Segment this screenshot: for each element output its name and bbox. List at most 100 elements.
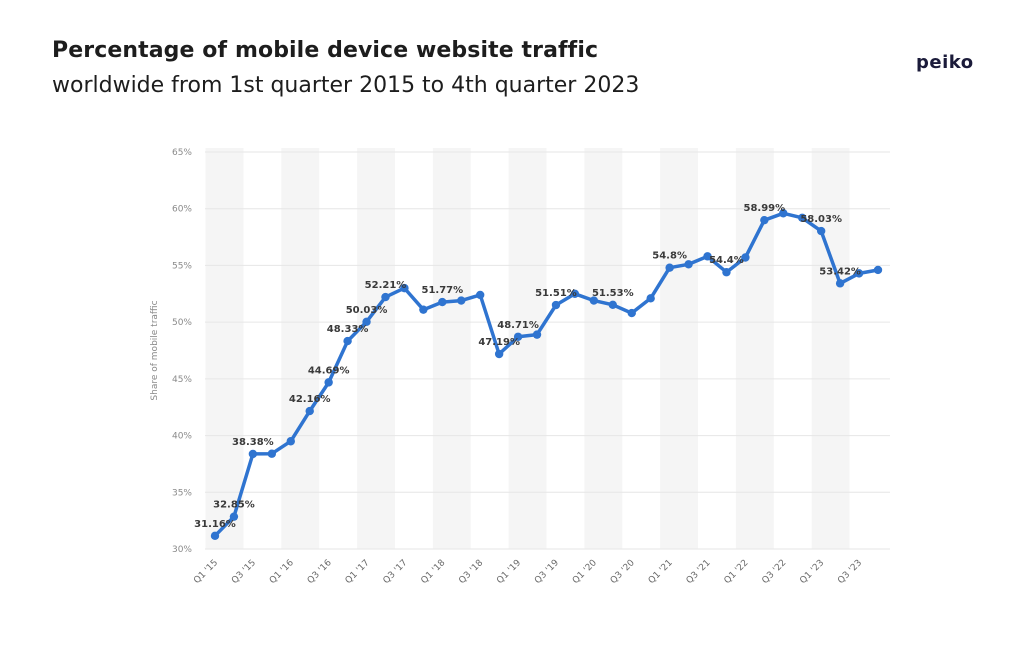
data-point [381,292,390,302]
x-tick-label: Q3 '22 [760,558,788,586]
y-tick-label: 55% [172,261,192,271]
x-tick-label: Q3 '21 [685,558,713,586]
data-point [324,378,333,387]
data-point [419,305,428,314]
data-label: 50.03% [346,305,388,316]
series-points [210,209,883,541]
x-tick-label: Q3 '20 [609,558,637,586]
x-tick-label: Q1 '15 [192,558,220,586]
x-tick-label: Q1 '18 [419,558,447,586]
data-point [741,253,750,262]
data-point [362,317,371,327]
column-band [205,148,244,549]
y-tick-label: 35% [172,488,192,498]
data-label: 51.77% [421,285,463,296]
y-axis: 30% 35% 40% 45% 50% 55% 60% 65% [172,148,192,555]
data-point [438,297,447,307]
column-band [281,148,320,549]
data-labels: 31.16% 32.85% 38.38% 42.16% 44.69% 48.33% 50.0… [194,203,861,530]
x-tick-label: Q3 '17 [382,558,410,586]
data-point [816,226,826,236]
data-point [570,289,580,298]
data-point [532,330,542,339]
y-tick-label: 30% [172,545,192,555]
data-point [608,300,617,309]
data-point [722,268,731,277]
data-point [798,213,807,222]
data-point [665,263,674,272]
brand-logo: peiko [916,52,974,73]
data-label: 58.03% [800,214,842,225]
data-point [854,269,864,278]
data-point [400,283,409,293]
x-tick-label: Q3 '18 [457,558,485,586]
column-band [735,148,774,549]
data-label: 58.99% [744,203,786,214]
data-point [835,279,845,288]
data-point [457,296,466,305]
data-point [343,336,352,346]
data-point [684,260,693,269]
data-point [267,449,277,458]
y-tick-label: 65% [172,148,192,158]
data-label: 53.42% [819,266,861,277]
data-label: 54.8% [652,251,687,262]
data-point [873,265,883,275]
column-band [508,148,547,549]
chart-subtitle: worldwide from 1st quarter 2015 to 4th q… [52,73,640,98]
y-tick-label: 60% [172,205,192,215]
x-tick-label: Q1 '16 [268,558,296,586]
data-point [589,296,599,305]
data-point [627,308,636,318]
x-axis: Q1 '15 Q3 '15 Q1 '16 Q3 '16 Q1 '17 Q3 '17 Q1 '… [192,558,864,586]
data-label: 38.38% [232,437,274,448]
column-band [357,148,395,549]
x-tick-label: Q1 '22 [723,558,751,586]
data-label: 48.71% [497,320,539,331]
data-label: 47.19% [478,337,520,348]
data-label: 52.21% [365,280,407,291]
data-point [760,215,769,225]
data-point [513,332,523,341]
y-tick-label: 40% [172,432,192,442]
gridlines [205,151,890,550]
data-label: 54.4% [709,255,744,266]
data-point [703,252,712,261]
column-band [811,148,850,549]
x-tick-label: Q1 '20 [571,558,599,586]
data-label: 48.33% [327,324,369,335]
chart-title: Percentage of mobile device website traf… [52,38,599,63]
data-point [229,512,239,521]
data-label: 32.85% [213,500,255,511]
data-point [551,300,561,310]
data-label: 31.16% [194,519,236,530]
column-band [584,148,623,549]
column-band [660,148,699,549]
data-point [646,294,655,303]
x-tick-label: Q3 '23 [836,558,864,586]
x-tick-label: Q3 '15 [230,558,258,586]
x-tick-label: Q1 '21 [647,558,675,586]
x-tick-label: Q3 '16 [306,558,334,586]
data-point [779,209,788,218]
data-point [248,449,258,459]
column-band [432,148,471,549]
x-tick-label: Q1 '23 [798,558,826,586]
data-label: 51.53% [592,288,634,299]
data-point [286,437,295,446]
data-point [305,406,314,416]
data-point [476,290,485,300]
y-axis-label: Share of mobile traffic [150,300,160,400]
data-point [210,531,220,541]
column-bands [205,148,850,549]
x-tick-label: Q1 '19 [495,558,523,586]
data-label: 51.51% [535,288,577,299]
data-label: 44.69% [308,365,350,376]
y-tick-label: 45% [172,375,192,385]
y-tick-label: 50% [172,318,192,328]
data-label: 42.16% [289,394,331,405]
x-tick-label: Q3 '19 [533,558,561,586]
x-tick-label: Q1 '17 [344,558,372,586]
data-point [494,349,504,359]
